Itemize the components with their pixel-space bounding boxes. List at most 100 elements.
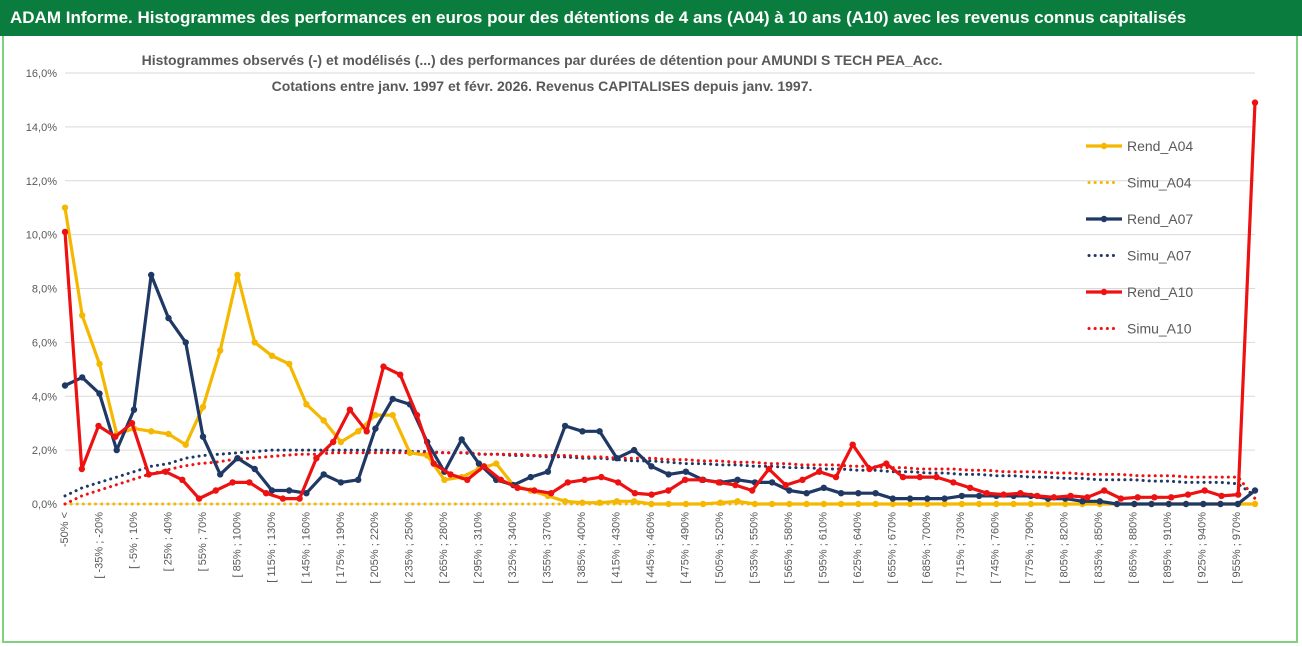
data-point-rend-a10 [681, 476, 689, 483]
data-point-rend-a07 [734, 476, 741, 483]
data-point-rend-a07 [320, 471, 327, 478]
data-point-rend-a10 [497, 476, 504, 483]
data-point-rend-a07 [1113, 500, 1121, 508]
x-tick-label: -50% < [59, 512, 71, 547]
data-point-rend-a07 [96, 390, 103, 397]
data-point-rend-a10 [1235, 491, 1242, 498]
data-point-rend-a04 [320, 417, 327, 424]
data-point-rend-a07 [303, 490, 310, 497]
data-point-rend-a04 [217, 347, 224, 354]
x-tick-label: [ 565% ; 580% [783, 512, 795, 584]
data-point-rend-a10 [1101, 487, 1108, 494]
data-point-rend-a10 [598, 473, 605, 481]
data-point-rend-a04 [682, 500, 690, 508]
data-point-rend-a10 [229, 479, 236, 486]
data-point-rend-a07 [1148, 500, 1155, 508]
data-point-rend-a04 [975, 500, 983, 508]
data-point-rend-a04 [665, 500, 672, 508]
legend-marker-rend-a07 [1100, 215, 1108, 223]
data-point-rend-a04 [79, 312, 86, 319]
data-point-rend-a04 [751, 500, 759, 508]
data-point-rend-a07 [1251, 487, 1259, 494]
x-tick-label: [ 115% ; 130% [266, 512, 278, 583]
data-point-rend-a07 [1200, 500, 1207, 508]
data-point-rend-a10 [1184, 491, 1192, 498]
data-point-rend-a10 [966, 484, 974, 491]
data-point-rend-a07 [234, 455, 241, 462]
data-point-rend-a07 [682, 468, 690, 475]
x-tick-label: [ 775% ; 790% [1024, 512, 1036, 584]
data-point-rend-a07 [268, 487, 276, 494]
data-point-rend-a07 [941, 495, 948, 502]
data-point-rend-a10 [581, 476, 588, 483]
data-point-rend-a10 [78, 465, 86, 473]
data-point-rend-a10 [765, 465, 773, 473]
data-point-rend-a07 [113, 446, 120, 454]
data-point-rend-a10 [95, 422, 102, 430]
x-tick-label: [ -5% ; 10% [128, 512, 140, 569]
legend-label-simu-a10: Simu_A10 [1127, 321, 1192, 337]
data-point-rend-a07 [165, 314, 172, 322]
data-point-rend-a10 [480, 463, 488, 470]
data-point-rend-a10 [933, 473, 940, 481]
data-point-rend-a04 [699, 500, 707, 508]
data-point-rend-a07 [1096, 498, 1104, 505]
data-point-rend-a10 [279, 495, 287, 502]
data-point-rend-a04 [768, 500, 776, 508]
data-point-rend-a04 [337, 438, 345, 446]
data-point-rend-a10 [61, 228, 69, 236]
data-point-rend-a04 [286, 360, 293, 368]
data-point-rend-a07 [217, 471, 224, 478]
data-point-rend-a07 [1079, 498, 1086, 505]
x-tick-label: [ 655% ; 670% [886, 512, 898, 584]
x-tick-label: [ 355% ; 370% [542, 512, 554, 584]
data-point-rend-a04 [148, 428, 155, 435]
data-point-rend-a10 [447, 471, 454, 478]
data-point-rend-a04 [924, 500, 931, 508]
y-tick-label: 0,0% [32, 499, 57, 511]
x-tick-label: [ 505% ; 520% [714, 512, 726, 584]
x-tick-label: [ 385% ; 400% [576, 512, 588, 584]
data-point-rend-a07 [837, 490, 845, 497]
x-tick-label: [ 895% ; 910% [1162, 512, 1174, 584]
data-point-rend-a10 [1067, 492, 1074, 500]
y-tick-label: 16,0% [26, 68, 57, 80]
data-point-rend-a10 [363, 428, 370, 435]
data-point-rend-a07 [1165, 500, 1173, 508]
data-point-rend-a07 [1234, 500, 1242, 508]
data-point-rend-a10 [732, 481, 739, 489]
y-axis-ticks: 0,0% 2,0% 4,0% 6,0% 8,0% 10,0% 12,0% 14,0% 16,0% [26, 68, 57, 511]
data-point-rend-a10 [832, 473, 840, 481]
data-point-rend-a07 [561, 422, 569, 430]
data-point-rend-a04 [958, 500, 965, 508]
y-tick-label: 10,0% [26, 230, 57, 242]
data-point-rend-a07 [1182, 500, 1190, 508]
data-point-rend-a10 [1050, 494, 1058, 501]
data-point-rend-a10 [950, 479, 957, 486]
data-point-rend-a10 [866, 465, 873, 473]
series-line-simu-a07 [63, 448, 1257, 498]
x-tick-label: [ 925% ; 940% [1197, 512, 1209, 584]
data-point-rend-a07 [61, 382, 69, 389]
data-point-rend-a04 [820, 500, 827, 508]
data-point-rend-a04 [303, 401, 310, 408]
data-point-rend-a04 [579, 499, 586, 506]
data-point-rend-a10 [195, 495, 203, 502]
data-point-rend-a10 [296, 495, 303, 502]
data-point-rend-a10 [1033, 492, 1041, 500]
data-point-rend-a10 [179, 476, 186, 483]
data-point-rend-a07 [803, 490, 810, 497]
y-tick-label: 12,0% [26, 176, 57, 188]
data-point-rend-a04 [372, 411, 379, 419]
data-point-rend-a04 [596, 499, 603, 506]
data-point-rend-a07 [148, 271, 155, 279]
data-point-rend-a04 [1062, 500, 1069, 508]
data-point-rend-a10 [413, 411, 421, 419]
data-point-rend-a04 [630, 498, 638, 505]
data-point-rend-a10 [799, 476, 806, 483]
data-point-rend-a07 [286, 487, 293, 494]
data-point-rend-a10 [346, 406, 354, 413]
data-point-rend-a04 [182, 441, 189, 448]
x-tick-label: [ 175% ; 190% [335, 512, 347, 584]
chart-frame [2, 36, 1298, 643]
